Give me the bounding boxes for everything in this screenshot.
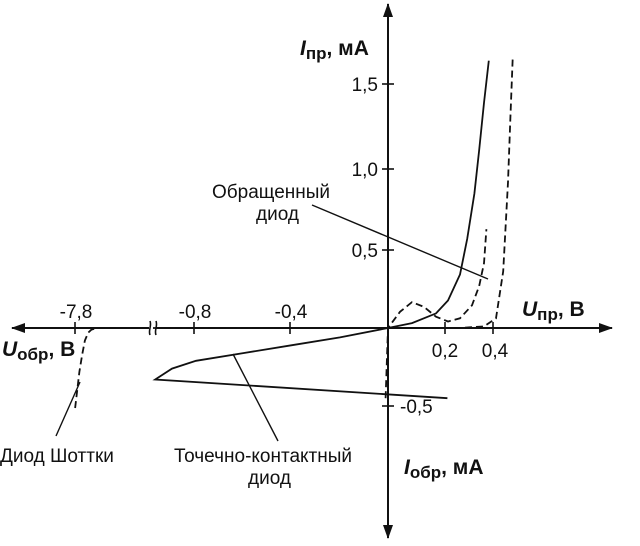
point-contact-diode-annotation-line1: Точечно-контактный [174, 446, 352, 467]
forward-current-axis-label: Iпр, мА [300, 37, 369, 63]
y-tick-marks [382, 83, 394, 407]
reverse-current-unit: , мА [441, 456, 483, 479]
reverse-current-symbol: I [404, 456, 411, 479]
reverse-current-axis-label: Iобр, мА [404, 456, 484, 482]
x-tick-label-neg0p4: -0,4 [275, 302, 308, 323]
forward-voltage-axis-label: Uпр, В [522, 298, 585, 324]
reversed-diode-annotation-line1: Обращенный [212, 182, 330, 203]
y-tick-label-0p5: 0,5 [352, 241, 378, 262]
y-tick-label-neg0p5: -0,5 [400, 397, 433, 418]
x-tick-label-neg7p8: -7,8 [60, 302, 93, 323]
forward-current-unit: , мА [327, 37, 369, 60]
reverse-voltage-subscript: обр [17, 345, 48, 364]
reverse-voltage-unit: , В [48, 338, 75, 361]
forward-current-symbol: I [300, 37, 307, 60]
y-tick-label-1p0: 1,0 [352, 160, 378, 181]
series-schottky-diode-curve [388, 55, 514, 329]
x-tick-marks [74, 322, 494, 334]
x-tick-label-0p2: 0,2 [432, 341, 458, 362]
reversed-diode-leader-line [311, 204, 489, 280]
reversed-diode-annotation-line2: диод [256, 204, 299, 225]
reverse-voltage-axis-label: Uобр, В [2, 338, 75, 364]
series-schottky-diode-reverse-curve [74, 327, 292, 410]
forward-voltage-unit: , В [558, 298, 585, 321]
x-tick-label-0p4: 0,4 [482, 341, 509, 362]
schottky-diode-leader-line [55, 381, 81, 437]
forward-voltage-subscript: пр [537, 305, 558, 324]
reverse-current-subscript: обр [410, 463, 441, 482]
point-contact-diode-annotation-line2: диод [248, 468, 291, 489]
reverse-voltage-symbol: U [2, 338, 18, 361]
series-curves [74, 55, 514, 410]
annotation-leaders [55, 204, 489, 442]
series-point-contact-diode-curve [152, 60, 490, 400]
forward-current-subscript: пр [306, 44, 327, 63]
schottky-diode-annotation: Диод Шоттки [0, 446, 114, 467]
y-tick-label-1p5: 1,5 [352, 75, 378, 96]
forward-voltage-symbol: U [522, 298, 538, 321]
series-reversed-diode-curve [384, 229, 488, 399]
x-tick-label-neg0p8: -0,8 [179, 302, 212, 323]
point-contact-diode-leader-line [232, 353, 279, 442]
